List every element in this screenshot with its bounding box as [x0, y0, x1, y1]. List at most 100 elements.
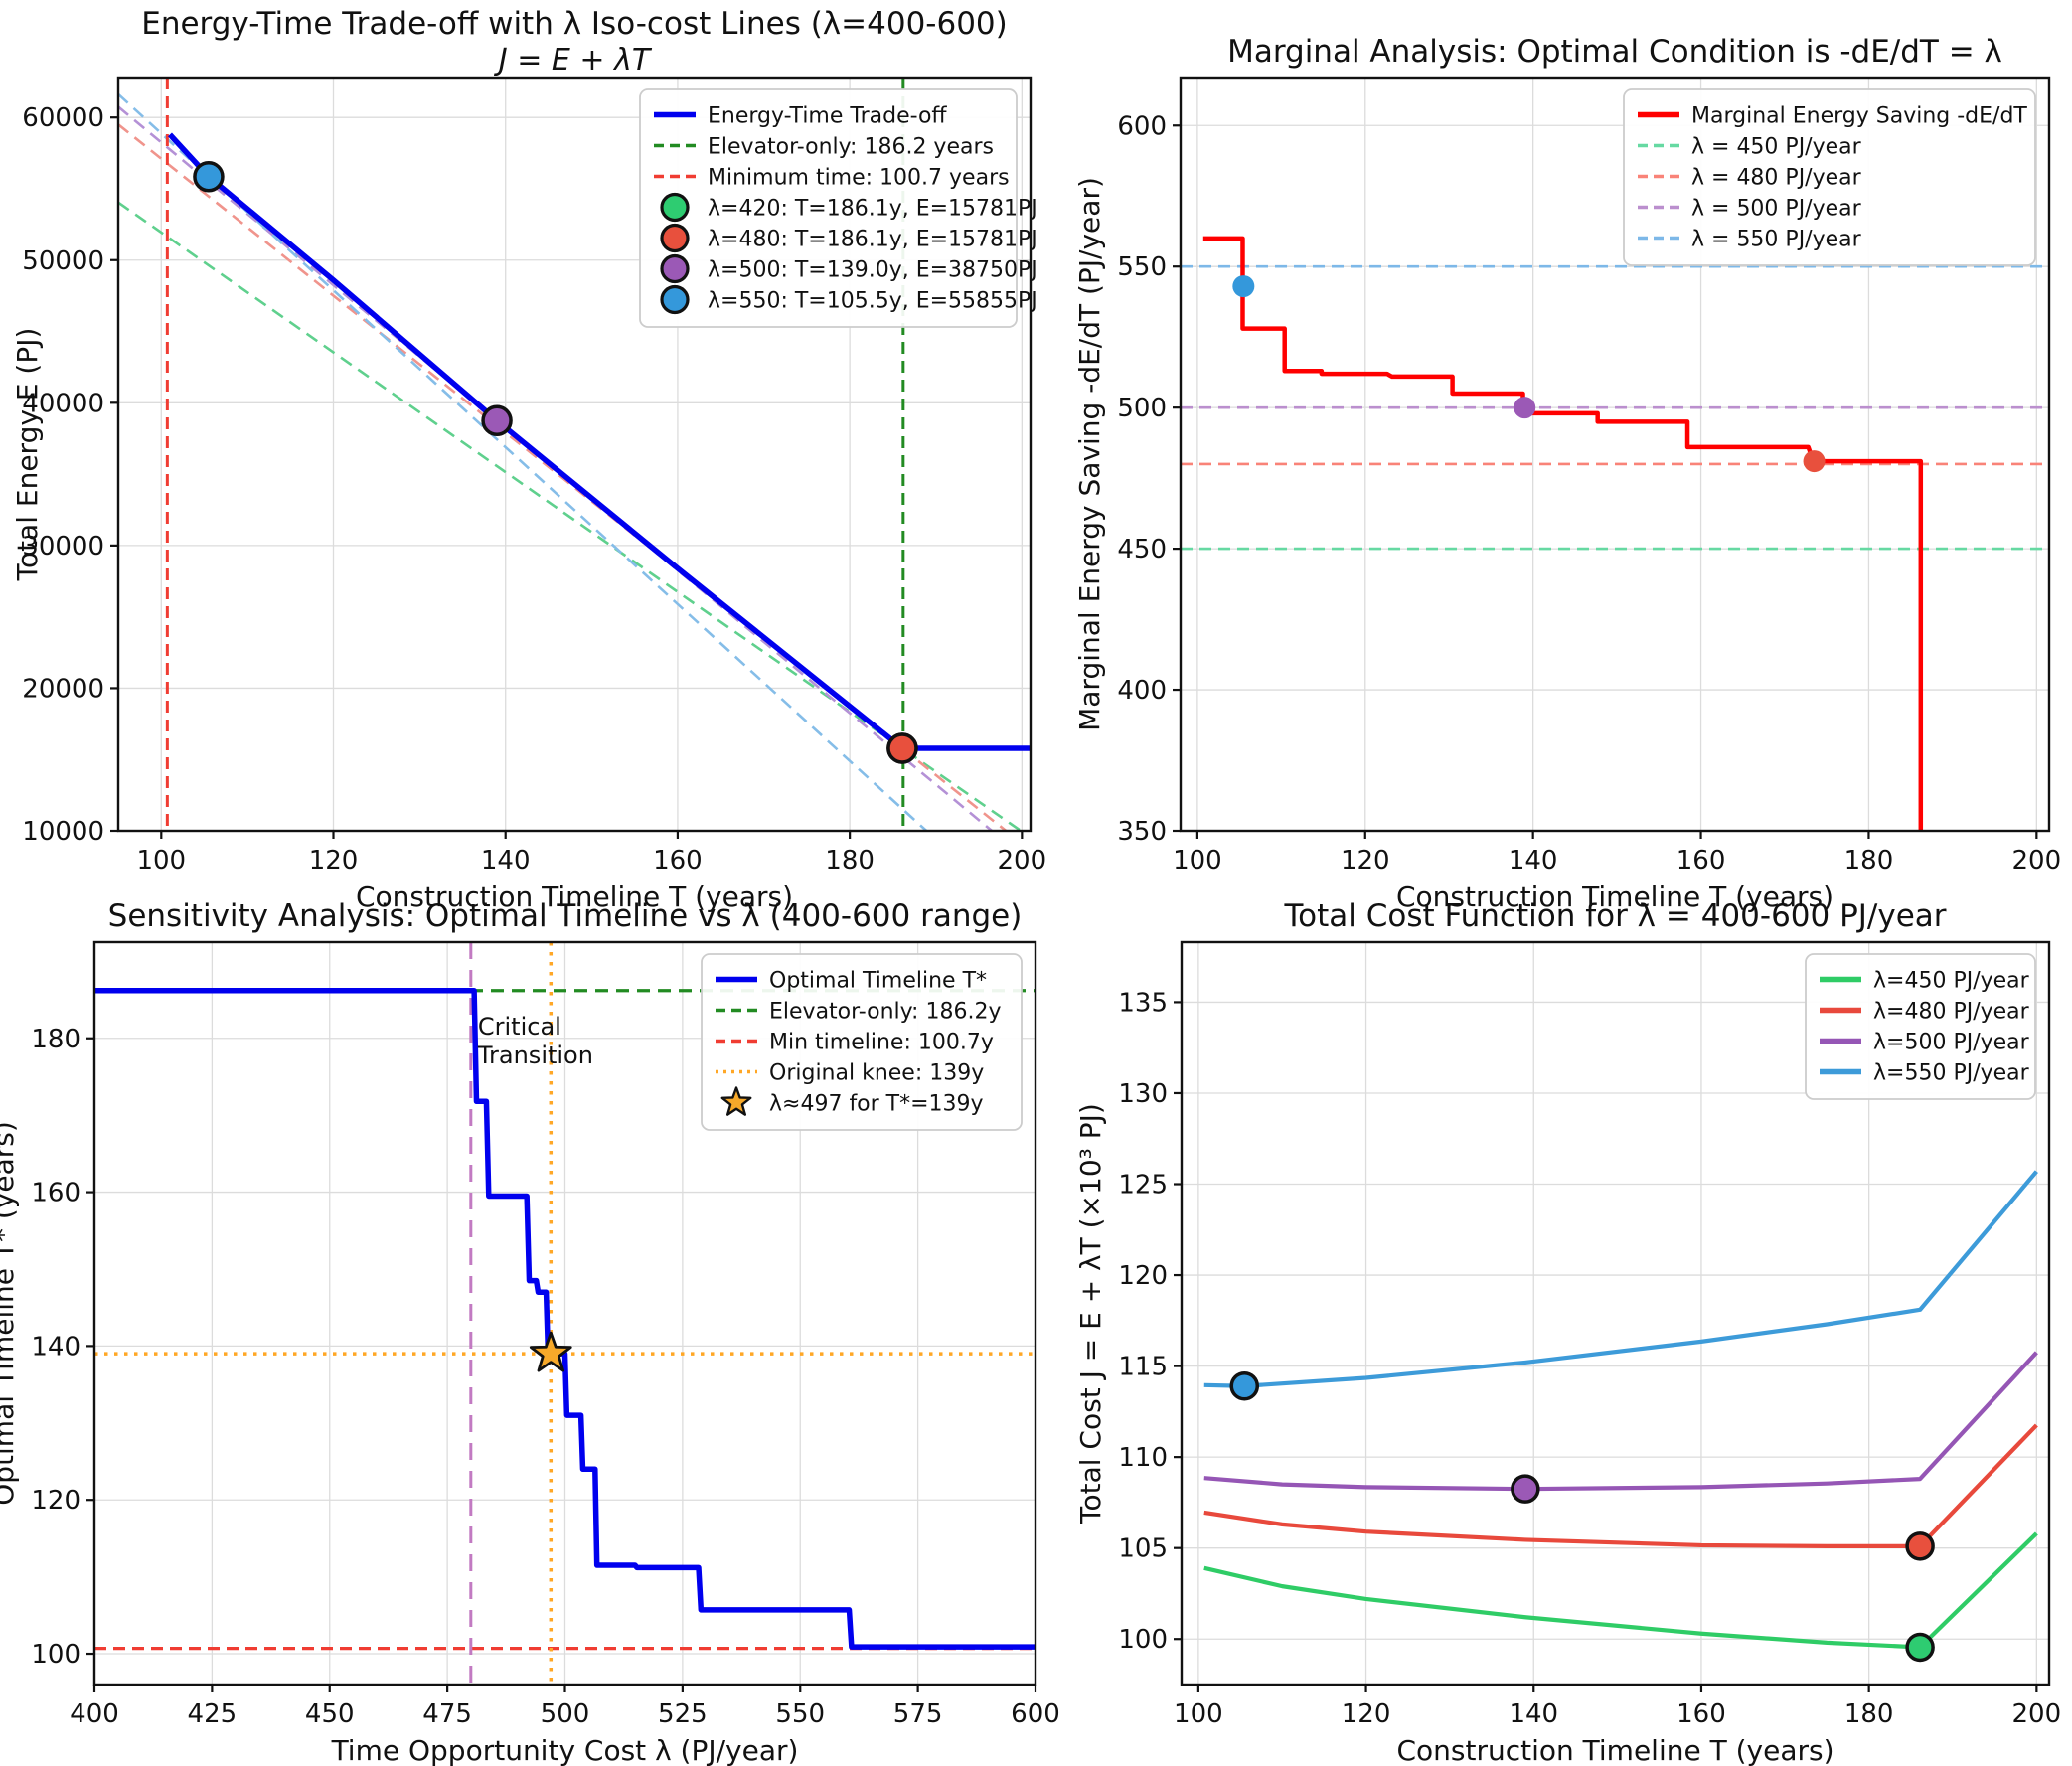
- y-tick-label: 120: [31, 1486, 80, 1516]
- y-tick-label: 450: [1117, 535, 1167, 564]
- chart-marginal: 100 120 140 160 180 200 350 400 450 500 550 600 Cons…: [1073, 34, 2061, 913]
- cost-550: [1203, 1170, 2038, 1388]
- x-tick-label: 200: [2012, 846, 2062, 876]
- x-tick-label: 575: [893, 1699, 943, 1729]
- pt-550: [1229, 1370, 1260, 1401]
- x-tick-label: 100: [136, 846, 186, 876]
- pt-550: [1232, 275, 1255, 298]
- y-tick-label: 500: [1117, 394, 1167, 423]
- legend-item-label: λ=500 PJ/year: [1873, 1031, 2030, 1055]
- marginal-saving: [1202, 236, 1924, 831]
- y-axis-label: Total Energy E (PJ): [11, 328, 44, 582]
- legend-item-label: λ = 500 PJ/year: [1691, 197, 1862, 222]
- x-tick-label: 180: [825, 846, 875, 876]
- chart-totalcost: 100 120 140 160 180 200 100 105 110 115 120 125 130 1…: [1074, 898, 2061, 1766]
- axis-ticks: 100 120 140 160 180 200 10000 20000 30000 40000 50…: [22, 103, 1046, 876]
- x-tick-label: 475: [422, 1699, 472, 1729]
- x-axis-label: Construction Timeline T (years): [1396, 1734, 1833, 1766]
- x-tick-label: 160: [1676, 1699, 1726, 1729]
- pt-480: [1905, 1531, 1935, 1561]
- y-tick-label: 20000: [22, 674, 104, 704]
- y-tick-label: 600: [1117, 111, 1167, 141]
- x-tick-label: 400: [70, 1699, 119, 1729]
- pt-500: [1511, 1474, 1540, 1504]
- chart-title: Total Cost Function for λ = 400-600 PJ/y…: [1283, 898, 1946, 934]
- cost-480: [1203, 1423, 2038, 1548]
- x-tick-label: 120: [309, 846, 359, 876]
- legend-item-label: λ=480: T=186.1y, E=15781PJ: [708, 228, 1037, 252]
- legend-item-label: λ=480 PJ/year: [1873, 1000, 2030, 1025]
- x-tick-label: 550: [775, 1699, 825, 1729]
- x-tick-label: 100: [1173, 846, 1222, 876]
- x-tick-label: 450: [305, 1699, 355, 1729]
- axis-ticks: 100 120 140 160 180 200 350 400 450 500 550 600: [1117, 111, 2061, 876]
- legend: λ=450 PJ/year λ=480 PJ/year λ=500 PJ/year λ…: [1805, 953, 2036, 1100]
- x-tick-label: 525: [658, 1699, 708, 1729]
- x-tick-label: 100: [1174, 1699, 1223, 1729]
- x-tick-label: 180: [1844, 846, 1894, 876]
- legend-item-label: Energy-Time Trade-off: [708, 104, 947, 129]
- x-axis-label: Construction Timeline T (years): [1396, 881, 1833, 913]
- legend-item-label: λ=420: T=186.1y, E=15781PJ: [708, 197, 1037, 222]
- y-tick-label: 40000: [22, 389, 104, 418]
- plot-border: [116, 76, 1033, 833]
- y-tick-label: 550: [1117, 252, 1167, 282]
- legend-item-label: Elevator-only: 186.2y: [769, 1000, 1001, 1025]
- chart-title: Sensitivity Analysis: Optimal Timeline v…: [108, 898, 1023, 934]
- y-tick-label: 180: [31, 1025, 80, 1054]
- legend-item-label: Marginal Energy Saving -dE/dT: [1691, 104, 2027, 129]
- legend-item-label: λ=550: T=105.5y, E=55855PJ: [708, 289, 1037, 314]
- x-tick-label: 600: [1011, 1699, 1060, 1729]
- cost-450: [1203, 1531, 2038, 1650]
- x-tick-label: 160: [653, 846, 703, 876]
- axis-ticks: 100 120 140 160 180 200 100 105 110 115 120 125 130 1…: [1118, 988, 2061, 1729]
- chart-title: Energy-Time Trade-off with λ Iso-cost Li…: [141, 6, 1008, 42]
- legend-item-label: λ≈497 for T*=139y: [769, 1092, 984, 1117]
- y-tick-label: 10000: [22, 817, 104, 847]
- y-tick-label: 350: [1117, 817, 1167, 847]
- legend-item-label: λ=500: T=139.0y, E=38750PJ: [708, 258, 1037, 283]
- legend-item-label: λ = 480 PJ/year: [1691, 166, 1862, 191]
- y-tick-label: 135: [1118, 988, 1168, 1018]
- x-tick-label: 180: [1844, 1699, 1894, 1729]
- legend: Energy-Time Trade-off Elevator-only: 186.…: [639, 88, 1037, 328]
- y-tick-label: 100: [1118, 1625, 1168, 1655]
- pt-480: [1803, 450, 1826, 473]
- y-tick-label: 120: [1118, 1261, 1168, 1291]
- optimal-timeline: [94, 988, 1036, 1650]
- y-tick-label: 105: [1118, 1534, 1168, 1564]
- plot-border: [1180, 940, 2051, 1686]
- chart-sensitivity: Critical Transition 400 425 450 475 500 525 550 5…: [0, 898, 1060, 1766]
- legend-item-label: Original knee: 139y: [769, 1061, 984, 1086]
- chart-title: Marginal Analysis: Optimal Condition is …: [1227, 34, 2002, 70]
- y-axis-label: Marginal Energy Saving -dE/dT (PJ/year): [1073, 177, 1106, 731]
- pt-550: [193, 160, 225, 193]
- isocost-420: [118, 201, 1022, 831]
- y-tick-label: 30000: [22, 532, 104, 562]
- chart-tradeoff: 100 120 140 160 180 200 10000 20000 30000 40000 50…: [11, 6, 1046, 913]
- y-tick-label: 115: [1118, 1353, 1168, 1382]
- pt-480: [886, 732, 918, 764]
- y-tick-label: 110: [1118, 1443, 1168, 1473]
- x-tick-label: 140: [1509, 1699, 1558, 1729]
- axis-ticks: 400 425 450 475 500 525 550 575 600 100 120 140 160 1…: [31, 1025, 1059, 1729]
- x-tick-label: 120: [1341, 846, 1390, 876]
- legend-item-label: Optimal Timeline T*: [769, 969, 987, 994]
- plot-area: [1203, 1170, 2038, 1663]
- pt-500: [1514, 397, 1536, 419]
- legend-item-label: λ=550 PJ/year: [1873, 1061, 2030, 1086]
- y-tick-label: 125: [1118, 1171, 1168, 1201]
- y-axis-label: Total Cost J = E + λT (×10³ PJ): [1074, 1103, 1107, 1525]
- legend-item-label: Minimum time: 100.7 years: [708, 166, 1010, 191]
- legend-item-label: λ = 550 PJ/year: [1691, 228, 1862, 252]
- legend: Optimal Timeline T* Elevator-only: 186.2y…: [701, 953, 1023, 1131]
- chart-subtitle: J = E + λT: [494, 43, 653, 78]
- isocost-550: [118, 92, 928, 831]
- legend-item-label: λ = 450 PJ/year: [1691, 135, 1862, 160]
- y-tick-label: 100: [31, 1640, 80, 1670]
- x-tick-label: 120: [1342, 1699, 1391, 1729]
- legend-item-label: Min timeline: 100.7y: [769, 1031, 994, 1055]
- x-tick-label: 140: [1509, 846, 1558, 876]
